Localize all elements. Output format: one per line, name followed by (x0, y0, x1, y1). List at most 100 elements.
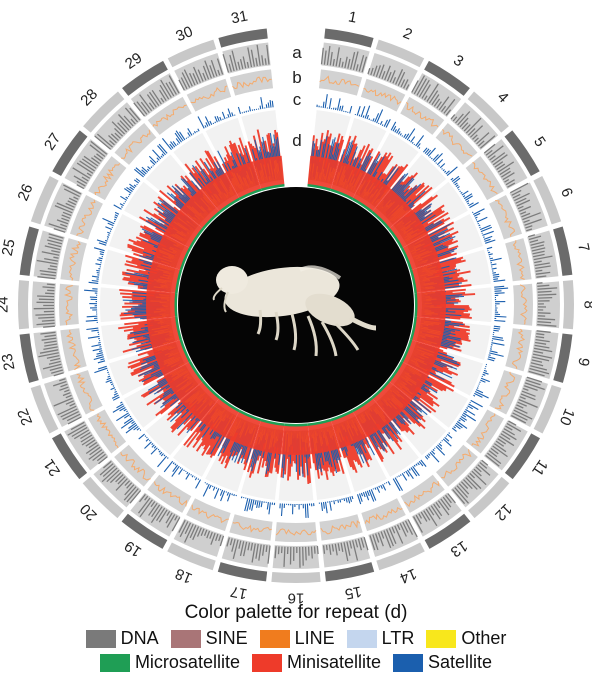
chromosome-13 (352, 396, 471, 549)
track-c-spikes (94, 365, 120, 401)
track-d-microsatellite-rim (202, 210, 221, 230)
track-c-spikes (473, 363, 490, 399)
ideogram-segment (562, 280, 574, 330)
track-b-line (275, 528, 317, 536)
legend-swatch (251, 653, 282, 672)
track-d-red-base (402, 234, 440, 270)
ideogram-segment (553, 226, 573, 276)
track-a-band (483, 420, 528, 471)
chromosome-label: 13 (447, 537, 470, 560)
track-d-red-base (352, 172, 391, 212)
chromosome-label: 15 (343, 582, 363, 602)
ideogram-segment (271, 571, 321, 584)
track-d-microsatellite-rim (284, 423, 308, 427)
chromosome-11 (388, 361, 541, 480)
track-a-histogram (36, 233, 64, 280)
track-d-red-base (252, 420, 285, 455)
track-a-histogram (528, 330, 553, 377)
track-d-microsatellite-rim (400, 247, 413, 271)
ideogram-segment (52, 130, 88, 177)
track-b-line (495, 200, 516, 237)
track-a-histogram (536, 282, 558, 327)
ideogram-segment (324, 28, 374, 48)
chromosome-label: 28 (77, 86, 101, 110)
track-c-spikes (487, 325, 505, 362)
chromosome-label: 7 (574, 242, 592, 254)
track-a-band (222, 42, 271, 74)
track-a-histogram (320, 45, 368, 73)
track-d-microsatellite-rim (174, 292, 178, 317)
ideogram-segment (218, 28, 268, 48)
track-d-microsatellite-rim (238, 188, 262, 200)
track-b-line (76, 199, 96, 237)
legend-item-dna: DNA (85, 628, 159, 649)
track-b-band (186, 78, 232, 112)
legend-swatch (170, 629, 201, 648)
track-a-band (367, 52, 418, 92)
track-d-red-base (163, 361, 203, 401)
chromosome-label: 23 (0, 352, 19, 372)
track-a-histogram (485, 420, 522, 467)
track-a-band (450, 459, 499, 508)
chromosome-3 (351, 60, 470, 213)
track-c-spikes (316, 94, 353, 114)
chromosome-label: 11 (528, 456, 551, 478)
track-b-band (513, 283, 533, 326)
track-b-band (361, 498, 406, 532)
legend-item-line: LINE (259, 628, 335, 649)
track-a-band (93, 459, 142, 508)
ideogram-segment (167, 542, 216, 571)
track-d-microsatellite-rim (330, 409, 354, 422)
track-a-histogram (509, 182, 542, 232)
legend-label: DNA (120, 628, 159, 648)
track-d-microsatellite-rim (260, 418, 285, 426)
chromosome-16 (271, 423, 321, 584)
track-d-red-base (411, 316, 446, 349)
track-a-band (93, 102, 142, 151)
track-c-spikes (472, 208, 496, 244)
track-d-microsatellite-rim (351, 197, 373, 213)
chromosome-8 (414, 280, 574, 330)
track-c-spikes (84, 288, 98, 324)
track-b-line (494, 371, 516, 410)
track-a-histogram (226, 537, 271, 564)
ideogram-segment (468, 476, 510, 519)
track-b-band (114, 122, 157, 165)
chromosome-label: 31 (230, 8, 250, 28)
chromosome-label: 2 (401, 25, 415, 44)
track-d-red-base (225, 411, 261, 449)
track-a-histogram (367, 64, 410, 90)
track-b-line (471, 413, 496, 447)
ideogram-segment (122, 60, 168, 96)
track-label-b: b (292, 68, 301, 87)
track-d-red-base (389, 209, 429, 248)
track-c-spikes (86, 327, 106, 364)
track-c-spikes (356, 481, 391, 505)
track-b-line (191, 504, 229, 524)
track-b-line (364, 507, 403, 524)
ideogram-segment (553, 333, 573, 383)
track-d-red-base (330, 161, 367, 199)
chromosome-30 (167, 39, 262, 200)
chromosome-31 (218, 28, 285, 192)
chromosome-18 (167, 409, 262, 571)
track-a-histogram (133, 75, 180, 117)
track-d-red-base (152, 340, 190, 376)
ideogram-segment (82, 476, 124, 519)
track-b-band (69, 370, 103, 415)
ideogram-segment (17, 280, 30, 330)
track-d-red-base (402, 340, 440, 376)
legend-item-sine: SINE (170, 628, 248, 649)
track-b-line (232, 76, 272, 90)
chromosome-label: 10 (556, 406, 578, 428)
track-d-microsatellite-rim (179, 339, 192, 363)
chromosome-label: 18 (173, 565, 195, 587)
track-a-histogram (33, 283, 55, 328)
track-b-band (60, 328, 87, 372)
track-d-microsatellite-rim (414, 292, 418, 317)
track-d-microsatellite-rim (400, 339, 413, 363)
ideogram-segment (167, 39, 217, 68)
chromosome-label: 14 (397, 565, 419, 587)
track-b-line (472, 162, 498, 195)
track-a-histogram (48, 184, 82, 233)
